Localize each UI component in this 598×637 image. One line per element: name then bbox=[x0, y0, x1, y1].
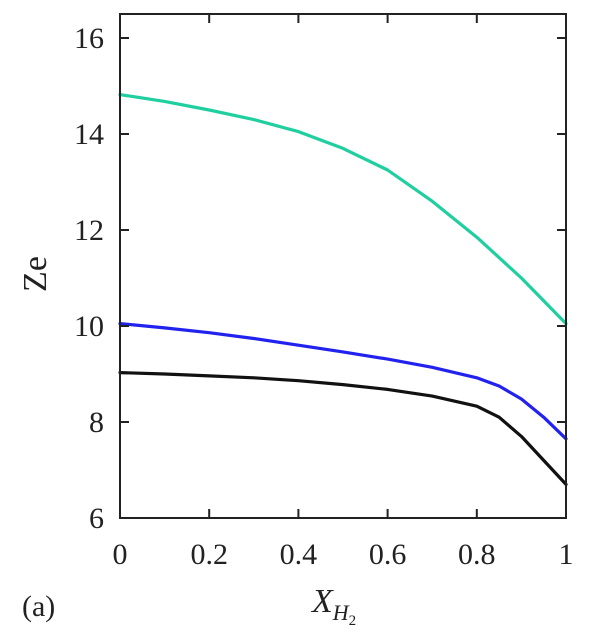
x-axis-label: XH2 bbox=[310, 583, 356, 629]
series-line-1 bbox=[118, 92, 568, 326]
plot-frame bbox=[119, 13, 567, 519]
y-tick-label-4: 14 bbox=[74, 118, 104, 151]
axis-ticks bbox=[119, 14, 567, 519]
x-tick-label-2: 0.4 bbox=[280, 538, 318, 571]
y-tick-label-2: 10 bbox=[74, 310, 104, 343]
x-tick-label-3: 0.6 bbox=[369, 538, 407, 571]
x-axis-label-base: X bbox=[310, 583, 334, 620]
series-lines bbox=[118, 92, 568, 486]
panel-label: (a) bbox=[22, 590, 55, 623]
x-axis-label-sub2: 2 bbox=[349, 613, 357, 629]
y-tick-label-0: 6 bbox=[89, 502, 104, 535]
y-tick-label-3: 12 bbox=[74, 214, 104, 247]
x-tick-label-1: 0.2 bbox=[190, 538, 228, 571]
x-axis-label-sub: H bbox=[332, 600, 350, 625]
y-tick-labels: 6 8 10 12 14 16 bbox=[74, 22, 104, 535]
series-line-3 bbox=[118, 371, 568, 486]
y-axis-label: Ze bbox=[17, 256, 54, 292]
x-tick-label-5: 1 bbox=[559, 538, 574, 571]
x-tick-label-0: 0 bbox=[113, 538, 128, 571]
y-tick-label-5: 16 bbox=[74, 22, 104, 55]
series-line-2 bbox=[118, 322, 568, 441]
x-tick-label-4: 0.8 bbox=[458, 538, 496, 571]
y-tick-label-1: 8 bbox=[89, 406, 104, 439]
x-tick-labels: 0 0.2 0.4 0.6 0.8 1 bbox=[113, 538, 574, 571]
